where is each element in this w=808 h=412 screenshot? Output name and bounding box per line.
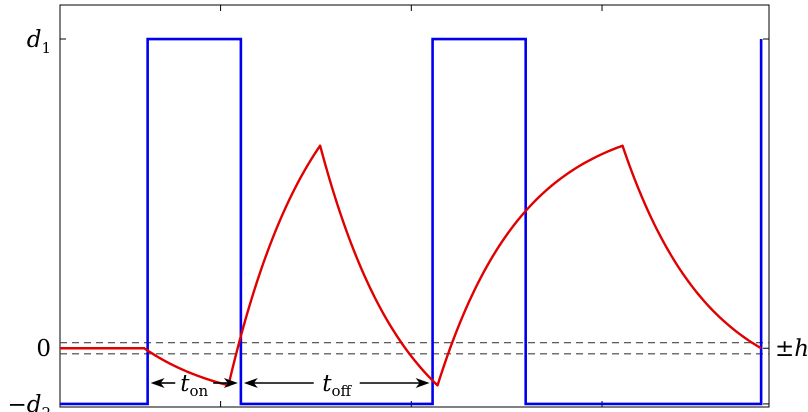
annotation-label-on: ton bbox=[180, 371, 208, 400]
annotation-arrowhead-right-off bbox=[415, 378, 430, 388]
output-response-curve bbox=[60, 144, 762, 387]
input-square-wave bbox=[60, 37, 763, 406]
annotation-arrowhead-right-on bbox=[223, 378, 238, 388]
y-tick-label-2: −d2 bbox=[7, 392, 51, 412]
annotation-label-off: toff bbox=[322, 371, 352, 400]
y-tick-label-1: 0 bbox=[36, 336, 51, 362]
threshold-label: ±h bbox=[775, 336, 808, 362]
annotation-arrowhead-left-on bbox=[150, 378, 165, 388]
y-tick-label-0: d1 bbox=[27, 27, 51, 57]
plot-frame bbox=[59, 4, 770, 408]
annotation-arrowhead-left-off bbox=[243, 378, 258, 388]
